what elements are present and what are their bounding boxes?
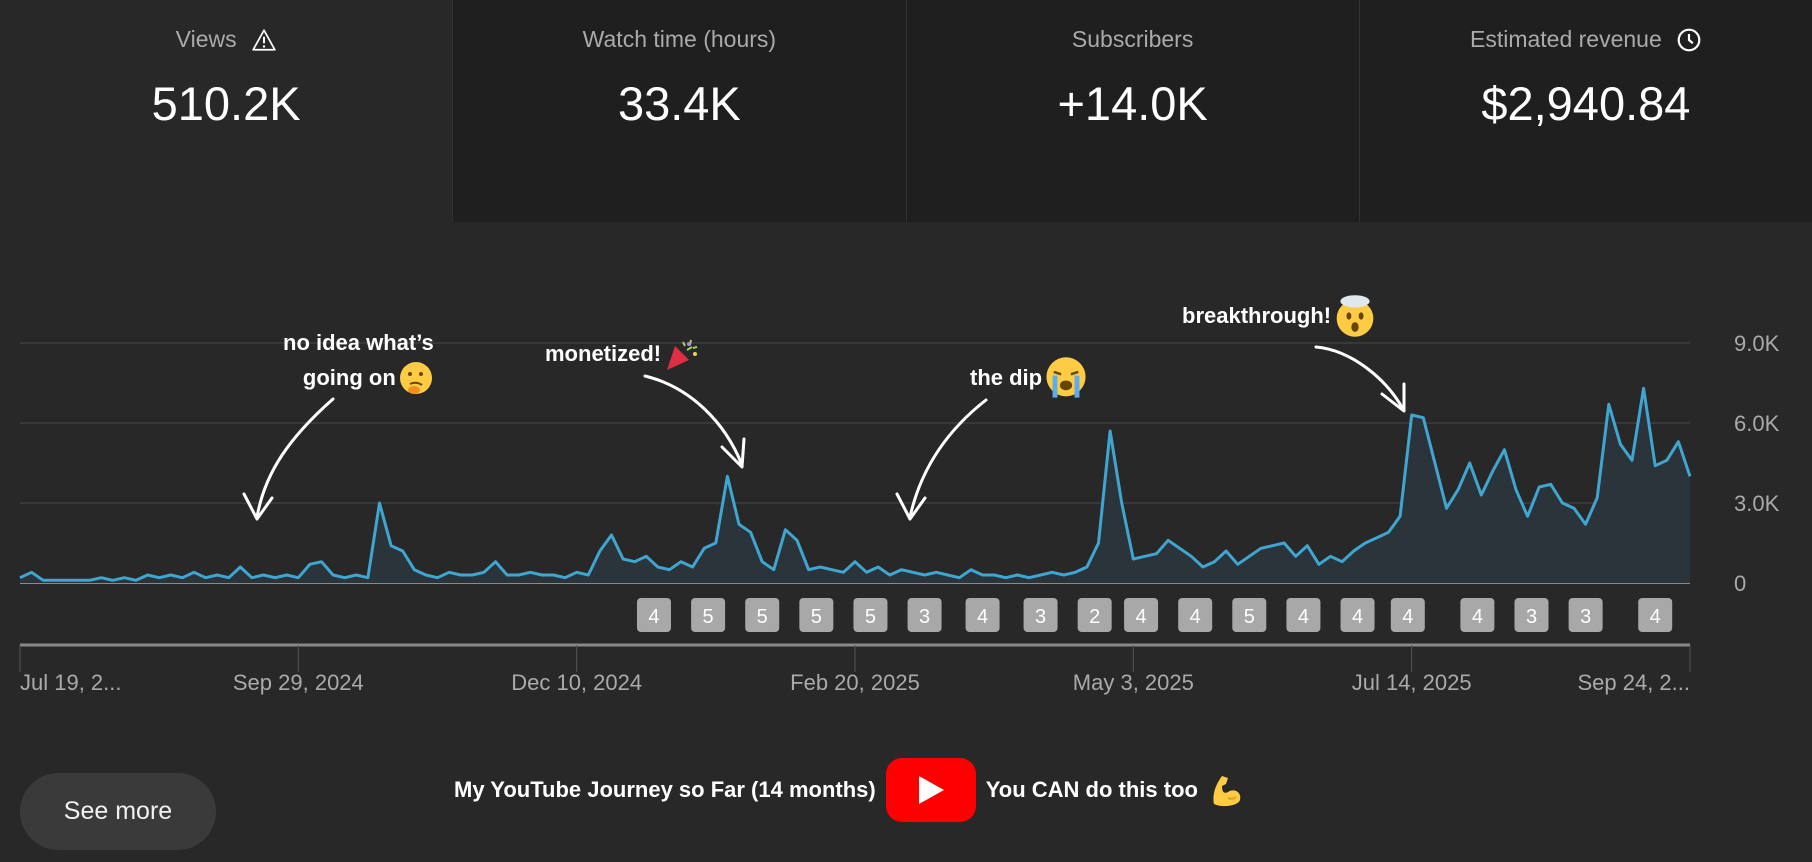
annotation-arrow [1314,345,1406,413]
upload-count-badge[interactable]: 5 [853,598,888,632]
warning-icon[interactable] [251,27,277,53]
y-tick-label: 6.0K [1734,411,1780,436]
x-tick-label: Sep 24, 2... [1577,670,1690,695]
card-subscribers[interactable]: Subscribers +14.0K [905,0,1359,222]
card-estimated-revenue[interactable]: Estimated revenue $2,940.84 [1358,0,1812,222]
svg-text:5: 5 [811,606,822,628]
svg-text:4: 4 [648,606,659,628]
annotation-arrow [895,398,988,521]
card-label: Estimated revenue [1469,26,1662,52]
thinking-face-icon [399,362,432,394]
upload-count-badge[interactable]: 3 [907,598,942,632]
x-tick-label: Sep 29, 2024 [233,670,364,695]
card-value: 510.2K [151,77,301,130]
svg-text:4: 4 [1136,606,1147,628]
card-label: Views [175,26,237,52]
youtube-play-icon [885,758,976,822]
upload-count-badge[interactable]: 4 [965,598,1000,632]
upload-count-badge[interactable]: 5 [745,598,780,632]
x-tick-label: Jul 14, 2025 [1352,670,1472,695]
svg-text:3: 3 [919,606,930,628]
svg-text:4: 4 [1402,606,1413,628]
annotation-text: no idea what’s [283,330,434,355]
svg-text:4: 4 [1650,606,1661,628]
svg-text:4: 4 [1352,606,1363,628]
svg-text:3: 3 [1526,606,1537,628]
upload-count-badge[interactable]: 4 [1638,598,1673,632]
see-more-button[interactable]: See more [20,773,216,850]
annotation-text: going on [302,365,396,390]
views-chart: 0 3.0K 6.0K 9.0K 4 5 5 5 5 3 4 3 2 4 4 5 4 4 4 4 3 3 4 Jul 19… [19,331,1780,695]
upload-count-badge[interactable]: 3 [1514,598,1549,632]
annotation-the-dip: the dip [970,356,1088,400]
upload-count-badge[interactable]: 5 [691,598,726,632]
annotation-monetized: monetized! [545,336,699,372]
annotation-no-idea: no idea what’s going on [283,330,434,396]
annotation-text: monetized! [545,341,662,366]
card-value: +14.0K [1057,77,1208,130]
upload-count-badge[interactable]: 4 [636,598,671,632]
upload-count-badge[interactable]: 4 [1178,598,1213,632]
svg-text:5: 5 [757,606,768,628]
svg-text:2: 2 [1089,606,1100,628]
views-line [19,386,1692,582]
upload-count-badge[interactable]: 3 [1568,598,1603,632]
upload-count-badge[interactable]: 3 [1023,598,1058,632]
x-tick-label: May 3, 2025 [1073,670,1194,695]
svg-text:3: 3 [1035,606,1046,628]
svg-text:5: 5 [703,606,714,628]
card-views[interactable]: Views 510.2K [0,0,453,222]
caption: My YouTube Journey so Far (14 months) Yo… [454,758,1244,822]
annotation-breakthrough: breakthrough! [1182,294,1377,338]
upload-count-badge[interactable]: 4 [1124,598,1159,632]
upload-count-badge[interactable]: 4 [1390,598,1425,632]
upload-count-badge[interactable]: 2 [1077,598,1112,632]
annotation-arrow [242,397,335,521]
caption-right: You CAN do this too [985,777,1198,802]
x-tick-label: Feb 20, 2025 [790,670,920,695]
svg-text:3: 3 [1580,606,1591,628]
annotation-arrow [643,374,746,469]
x-tick-label: Dec 10, 2024 [511,670,642,695]
crying-face-icon [1046,357,1086,398]
y-tick-label: 9.0K [1734,331,1780,356]
svg-text:4: 4 [1190,606,1201,628]
clock-icon[interactable] [1676,27,1702,53]
party-popper-icon [667,339,698,370]
card-value: 33.4K [617,77,741,130]
card-watch-time[interactable]: Watch time (hours) 33.4K [452,0,906,222]
exploding-head-icon [1336,295,1374,337]
svg-text:4: 4 [1298,606,1309,628]
svg-text:4: 4 [1472,606,1483,628]
upload-count-badge[interactable]: 5 [1232,598,1267,632]
x-tick-label: Jul 19, 2... [20,670,122,695]
metric-cards: Views 510.2K Watch time (hours) 33.4K Su… [0,0,1812,222]
card-label: Watch time (hours) [582,26,777,52]
card-value: $2,940.84 [1481,77,1691,130]
annotation-text: breakthrough! [1182,303,1332,328]
svg-text:5: 5 [1244,606,1255,628]
upload-count-badge[interactable]: 4 [1286,598,1321,632]
upload-count-badge[interactable]: 4 [1460,598,1495,632]
upload-count-badge[interactable]: 4 [1340,598,1375,632]
y-tick-label: 3.0K [1734,491,1780,516]
flexed-biceps-icon [1213,776,1241,807]
caption-left: My YouTube Journey so Far (14 months) [454,777,876,802]
views-area [20,388,1690,583]
upload-count-badge[interactable]: 5 [799,598,834,632]
card-label: Subscribers [1071,26,1194,52]
svg-text:4: 4 [977,606,988,628]
y-tick-label: 0 [1734,571,1746,596]
annotation-text: the dip [970,365,1043,390]
svg-text:5: 5 [865,606,876,628]
